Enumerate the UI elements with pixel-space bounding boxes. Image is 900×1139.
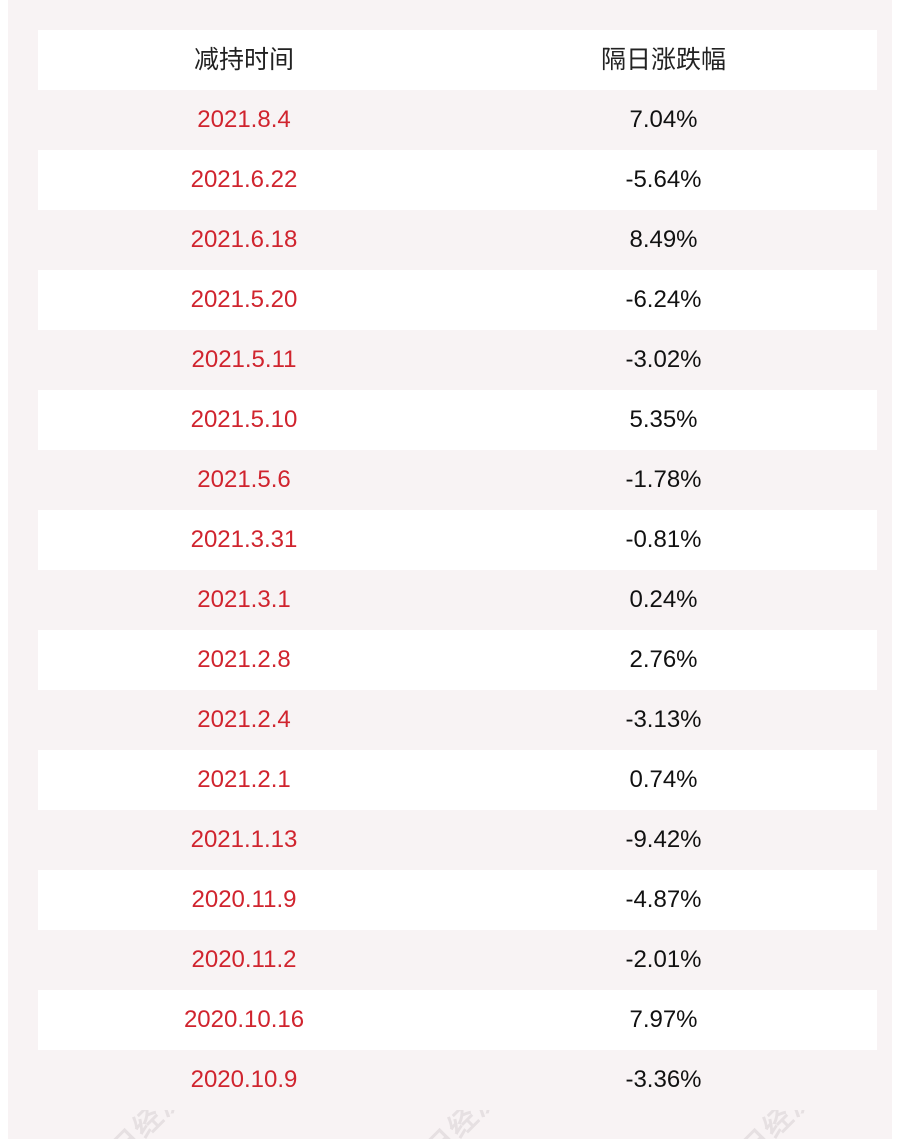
table-row: 2021.5.20 -6.24%	[38, 270, 877, 330]
table-row: 2020.11.9 -4.87%	[38, 870, 877, 930]
reduction-date-cell: 2021.6.18	[190, 226, 298, 253]
reduction-date-cell: 2021.5.11	[191, 346, 297, 373]
next-day-change-cell: 5.35%	[629, 406, 698, 433]
reduction-date-cell: 2021.8.4	[197, 106, 291, 133]
reduction-date-cell: 2021.6.22	[190, 166, 298, 193]
column-header-date: 减持时间	[193, 46, 294, 74]
next-day-change-cell: -6.24%	[625, 286, 702, 313]
table-panel: 每日经济新闻每日经济新闻每日经济新闻每日经济新闻每日经济新闻每日经济新闻每日经济…	[8, 0, 892, 1139]
next-day-change-cell: 7.04%	[629, 106, 698, 133]
reduction-date-cell: 2020.11.2	[191, 946, 297, 973]
next-day-change-cell: -5.64%	[625, 166, 702, 193]
next-day-change-cell: -1.78%	[625, 466, 702, 493]
table-row: 2020.10.16 7.97%	[38, 990, 877, 1050]
table-row: 2021.6.18 8.49%	[38, 210, 877, 270]
next-day-change-cell: -2.01%	[625, 946, 702, 973]
table-row: 2021.1.13 -9.42%	[38, 810, 877, 870]
reduction-date-cell: 2021.3.1	[197, 586, 291, 613]
next-day-change-cell: -3.13%	[625, 706, 702, 733]
next-day-change-cell: -4.87%	[625, 886, 702, 913]
next-day-change-cell: -0.81%	[625, 526, 702, 553]
reduction-date-cell: 2020.11.9	[191, 886, 297, 913]
next-day-change-cell: 2.76%	[629, 646, 698, 673]
table-row: 2021.8.4 7.04%	[38, 90, 877, 150]
reduction-date-cell: 2021.2.4	[197, 706, 291, 733]
table-row: 2021.2.1 0.74%	[38, 750, 877, 810]
table-body: 2021.8.4 7.04% 2021.6.22 -5.64% 2021.6.18 8.4…	[38, 90, 877, 1110]
table-header-row: 减持时间 隔日涨跌幅	[38, 30, 877, 90]
reduction-date-cell: 2021.5.10	[190, 406, 298, 433]
reduction-date-cell: 2021.5.6	[197, 466, 291, 493]
next-day-change-cell: 7.97%	[629, 1006, 698, 1033]
reduction-date-cell: 2021.2.8	[197, 646, 291, 673]
reduction-date-cell: 2021.3.31	[190, 526, 298, 553]
reduction-date-cell: 2021.2.1	[197, 766, 291, 793]
next-day-change-cell: -3.36%	[625, 1066, 702, 1093]
column-header-change: 隔日涨跌幅	[600, 46, 726, 74]
next-day-change-cell: -3.02%	[625, 346, 702, 373]
table-row: 2021.5.10 5.35%	[38, 390, 877, 450]
next-day-change-cell: -9.42%	[625, 826, 702, 853]
next-day-change-cell: 0.24%	[629, 586, 698, 613]
table-row: 2021.3.1 0.24%	[38, 570, 877, 630]
table-row: 2020.10.9 -3.36%	[38, 1050, 877, 1110]
reduction-date-cell: 2020.10.9	[190, 1066, 298, 1093]
next-day-change-cell: 8.49%	[629, 226, 698, 253]
data-table: 减持时间 隔日涨跌幅 2021.8.4 7.04% 2021.6.22 -5.64% 2…	[38, 30, 877, 1110]
reduction-date-cell: 2021.5.20	[190, 286, 298, 313]
table-row: 2021.2.4 -3.13%	[38, 690, 877, 750]
table-row: 2021.5.6 -1.78%	[38, 450, 877, 510]
table-row: 2021.6.22 -5.64%	[38, 150, 877, 210]
table-row: 2020.11.2 -2.01%	[38, 930, 877, 990]
table-row: 2021.5.11 -3.02%	[38, 330, 877, 390]
reduction-date-cell: 2020.10.16	[183, 1006, 305, 1033]
table-row: 2021.2.8 2.76%	[38, 630, 877, 690]
next-day-change-cell: 0.74%	[629, 766, 698, 793]
reduction-date-cell: 2021.1.13	[190, 826, 298, 853]
table-row: 2021.3.31 -0.81%	[38, 510, 877, 570]
